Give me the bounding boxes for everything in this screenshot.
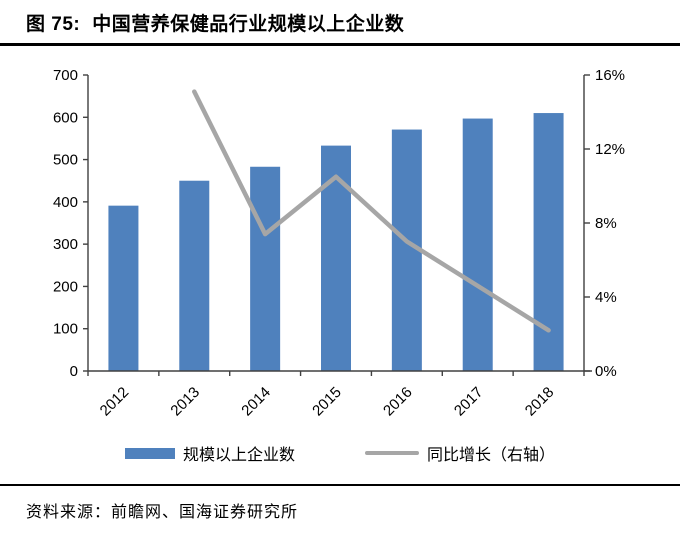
svg-text:500: 500 [53,152,78,169]
bar-series-swatch [124,447,175,459]
svg-text:12%: 12% [595,141,625,158]
chart-area: 0 100 200 300 400 500 600 700 0% 4% 8% 12% 16% 2012 20… [0,51,680,436]
figure-title: 图 75: 中国营养保健品行业规模以上企业数 [0,0,680,46]
svg-text:0: 0 [70,363,78,380]
svg-text:2017: 2017 [451,384,487,420]
legend-label-bars: 规模以上企业数 [182,447,295,464]
legend-label-line: 同比增长（右轴） [427,447,556,464]
svg-text:600: 600 [53,109,78,126]
svg-text:2013: 2013 [167,384,203,420]
svg-text:8%: 8% [595,215,617,232]
legend-item-line: 同比增长（右轴） [365,441,555,465]
line-series-swatch [365,451,419,455]
svg-text:16%: 16% [595,67,625,84]
svg-text:2014: 2014 [238,384,274,420]
svg-text:2012: 2012 [97,384,133,420]
divider-rule [0,484,680,486]
svg-text:700: 700 [53,67,78,84]
svg-text:300: 300 [53,236,78,253]
figure-title-text: 中国营养保健品行业规模以上企业数 [92,14,405,35]
svg-text:2016: 2016 [380,384,416,420]
svg-text:0%: 0% [595,363,617,380]
combo-chart: 0 100 200 300 400 500 600 700 0% 4% 8% 12% 16% 2012 20… [53,67,625,420]
svg-text:400: 400 [53,194,78,211]
svg-text:4%: 4% [595,289,617,306]
legend-item-bars: 规模以上企业数 [124,441,295,465]
svg-text:2015: 2015 [309,384,345,420]
svg-text:100: 100 [53,321,78,338]
figure-number: 图 75: [26,14,81,35]
svg-text:200: 200 [53,278,78,295]
chart-legend: 规模以上企业数 同比增长（右轴） [0,442,680,464]
source-note: 资料来源：前瞻网、国海证券研究所 [26,504,299,521]
svg-text:2018: 2018 [522,384,558,420]
